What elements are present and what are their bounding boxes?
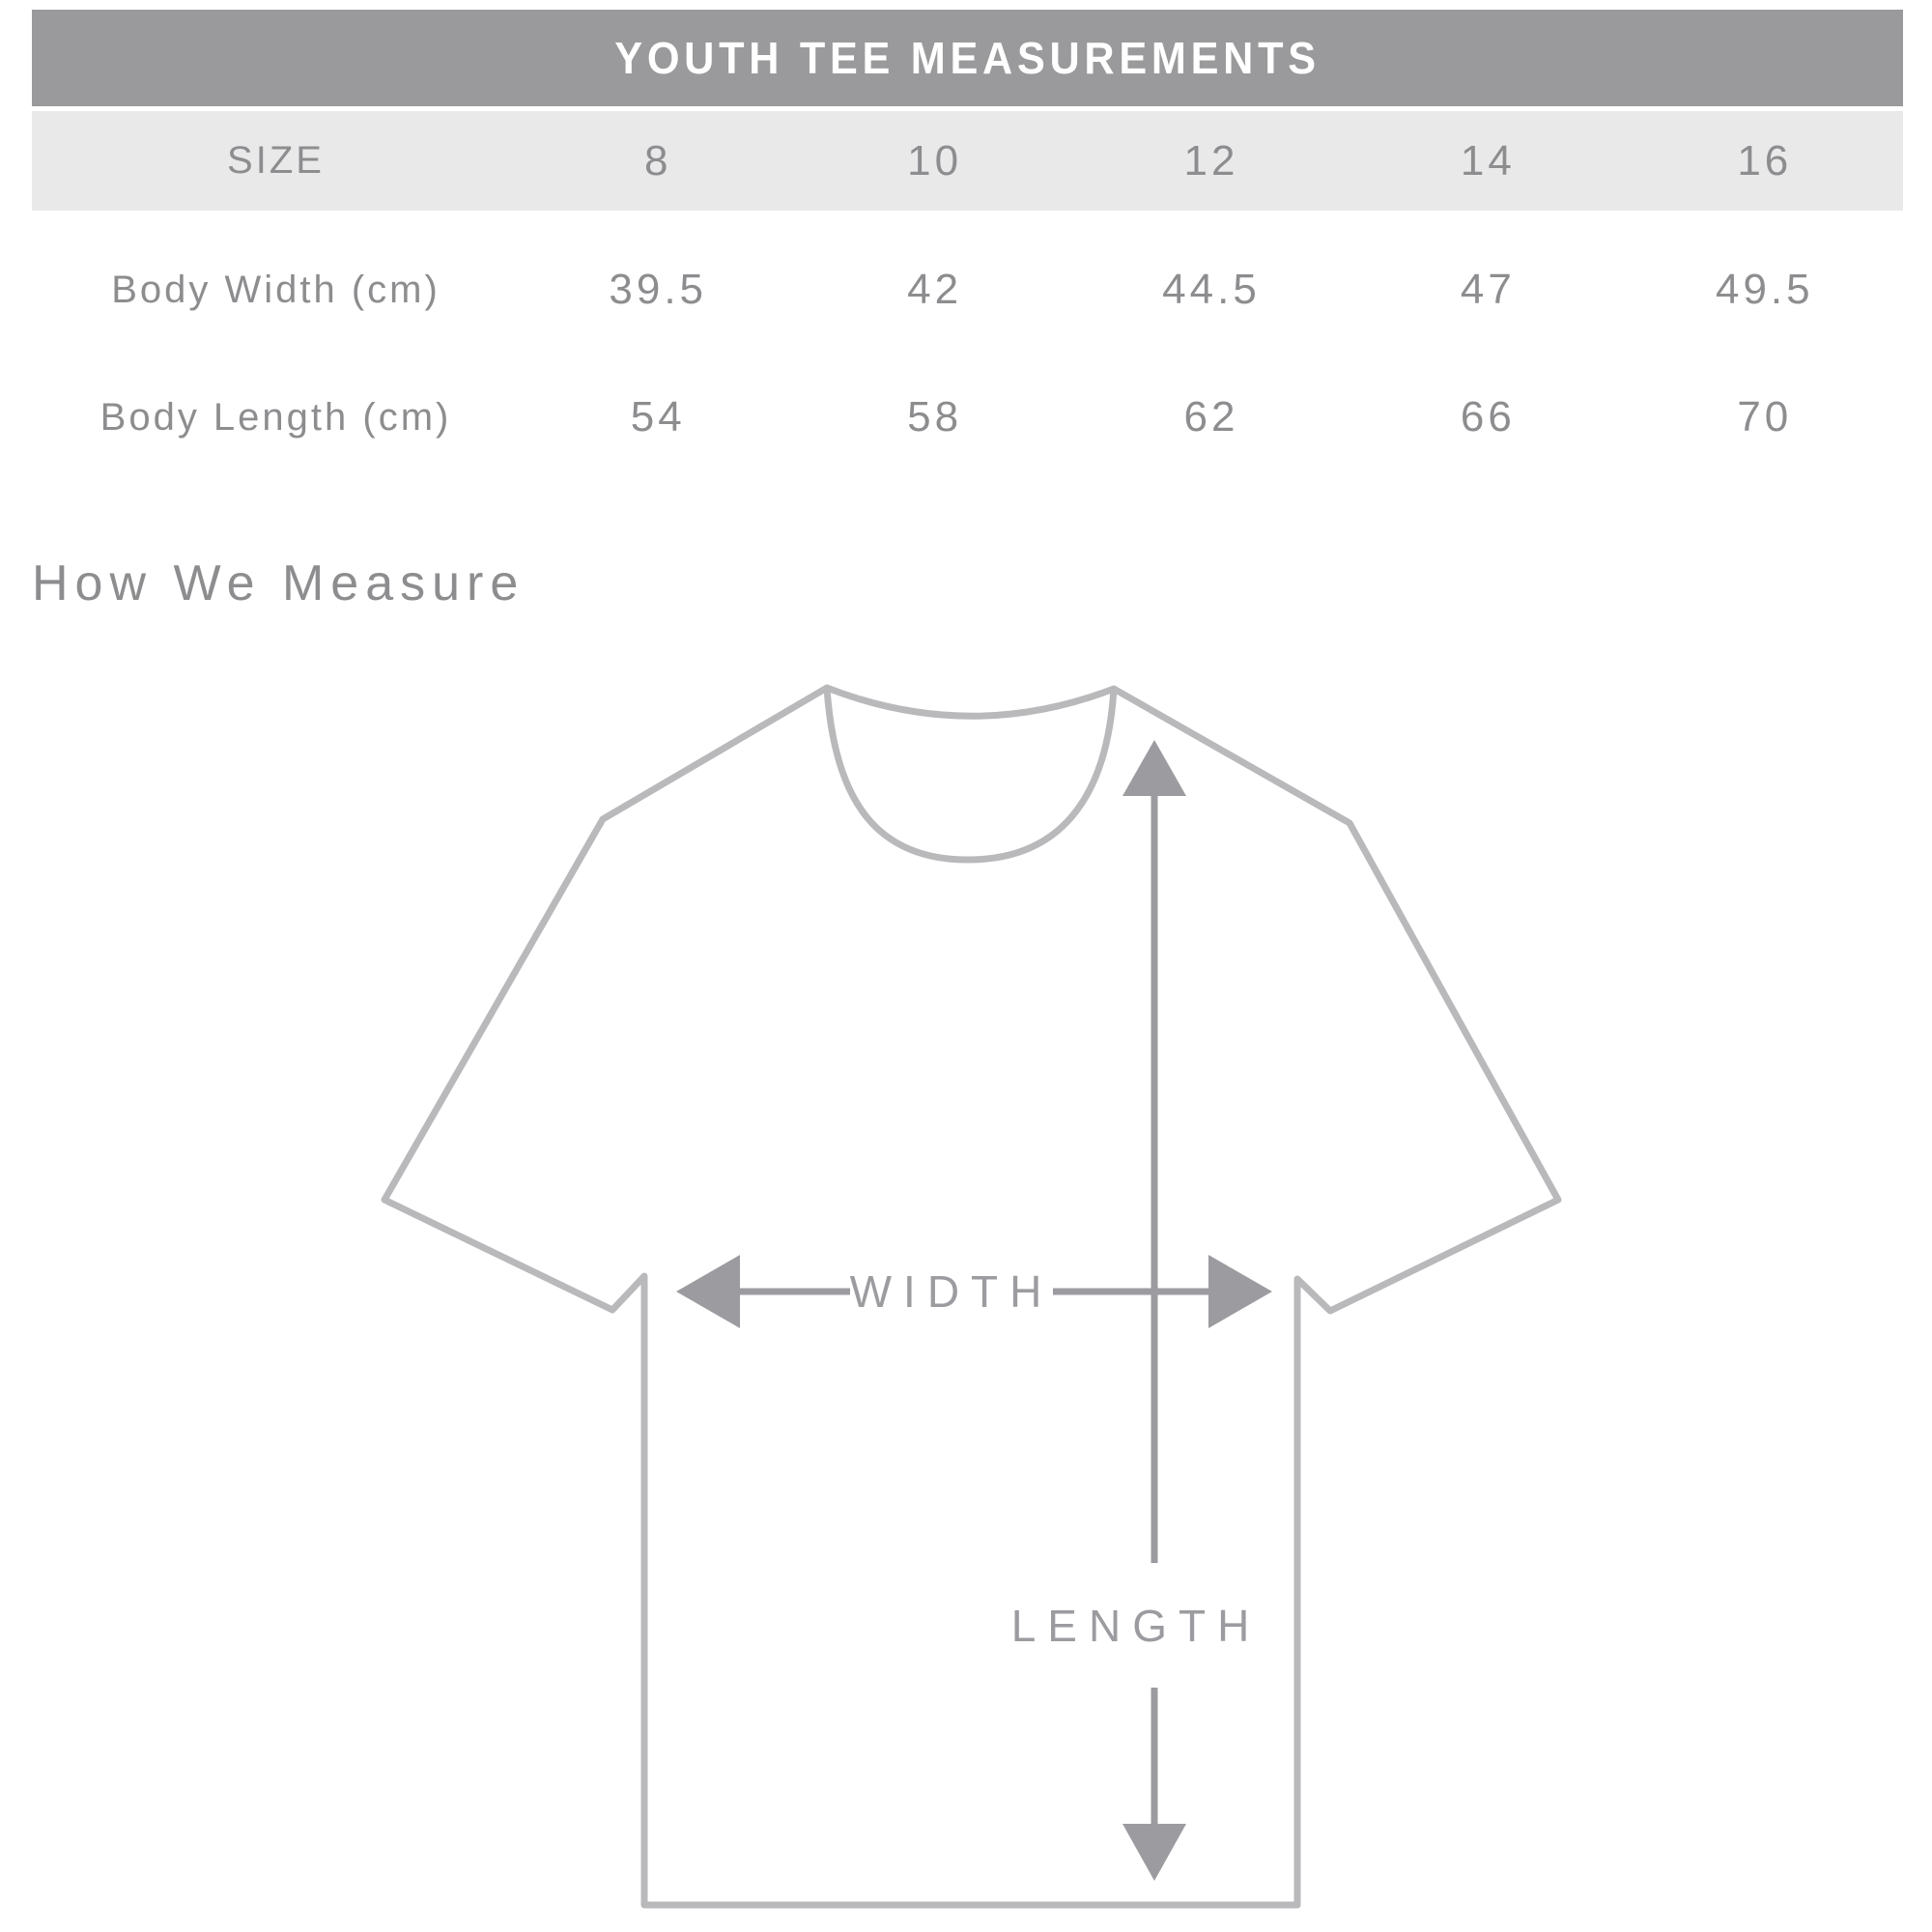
body-length-row: Body Length (cm) 54 58 62 66 70 (32, 354, 1903, 481)
section-heading: How We Measure (32, 555, 526, 611)
body-length-size14: 66 (1460, 393, 1516, 440)
body-width-size10: 42 (907, 266, 963, 313)
body-length-size16: 70 (1737, 393, 1793, 440)
size-value-14: 14 (1460, 136, 1516, 185)
size-column-header: SIZE (227, 139, 325, 182)
body-length-label: Body Length (cm) (99, 395, 452, 439)
body-width-size16: 49.5 (1715, 266, 1814, 313)
size-header-row: SIZE 8 10 12 14 16 (32, 111, 1903, 211)
body-length-size8: 54 (630, 393, 686, 440)
size-value-12: 12 (1183, 136, 1239, 185)
length-arrow-down-head (1122, 1824, 1186, 1881)
size-value-8: 8 (643, 136, 672, 185)
body-width-size14: 47 (1460, 266, 1516, 313)
body-length-size12: 62 (1183, 393, 1239, 440)
body-width-label: Body Width (cm) (111, 268, 440, 311)
table-title: YOUTH TEE MEASUREMENTS (614, 33, 1321, 83)
body-width-row: Body Width (cm) 39.5 42 44.5 47 49.5 (32, 226, 1903, 354)
width-label: WIDTH (850, 1266, 1054, 1317)
tshirt-outline (381, 684, 1562, 1909)
width-arrow-right-head (1208, 1255, 1272, 1328)
table-header-band: YOUTH TEE MEASUREMENTS (32, 10, 1903, 106)
body-width-size8: 39.5 (609, 266, 708, 313)
size-value-16: 16 (1737, 136, 1793, 185)
size-value-10: 10 (907, 136, 963, 185)
length-arrow-up-head (1122, 740, 1186, 796)
width-arrow-left-head (676, 1255, 740, 1328)
tshirt-measurement-diagram: WIDTH LENGTH (381, 684, 1562, 1909)
tshirt-neckline (823, 687, 1118, 864)
body-length-size10: 58 (907, 393, 963, 440)
body-width-size12: 44.5 (1162, 266, 1261, 313)
length-label: LENGTH (1011, 1601, 1262, 1651)
